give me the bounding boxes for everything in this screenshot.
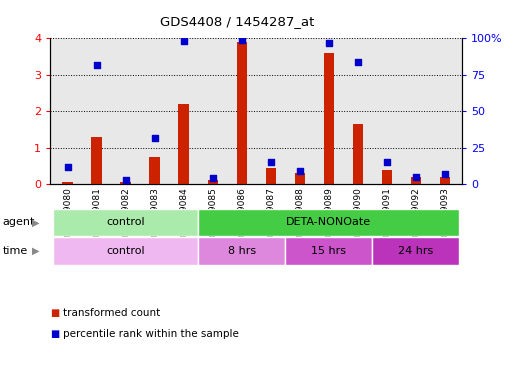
Point bbox=[440, 171, 449, 177]
Text: 8 hrs: 8 hrs bbox=[228, 246, 256, 256]
Bar bbox=[178, 104, 188, 184]
Bar bbox=[353, 124, 363, 184]
Point bbox=[353, 59, 362, 65]
Bar bbox=[91, 137, 102, 184]
Text: control: control bbox=[106, 246, 145, 256]
Point bbox=[411, 174, 420, 180]
Point bbox=[180, 38, 188, 45]
Point bbox=[324, 40, 333, 46]
Bar bbox=[372, 237, 459, 265]
Text: control: control bbox=[106, 217, 145, 227]
Text: 24 hrs: 24 hrs bbox=[398, 246, 433, 256]
Text: time: time bbox=[3, 246, 28, 256]
Bar bbox=[285, 237, 372, 265]
Text: agent: agent bbox=[3, 217, 35, 227]
Point bbox=[150, 134, 159, 141]
Text: ▶: ▶ bbox=[32, 246, 40, 256]
Bar bbox=[149, 157, 159, 184]
Bar bbox=[208, 180, 218, 184]
Point bbox=[382, 159, 391, 166]
Bar bbox=[53, 237, 198, 265]
Point bbox=[92, 61, 101, 68]
Point bbox=[238, 37, 246, 43]
Bar bbox=[237, 42, 247, 184]
Bar bbox=[382, 170, 392, 184]
Bar bbox=[120, 182, 130, 184]
Text: ▶: ▶ bbox=[32, 217, 40, 227]
Point bbox=[209, 175, 217, 182]
Text: 15 hrs: 15 hrs bbox=[311, 246, 346, 256]
Point bbox=[295, 168, 304, 174]
Bar bbox=[324, 53, 334, 184]
Bar bbox=[53, 209, 198, 236]
Text: ■: ■ bbox=[50, 329, 60, 339]
Point bbox=[121, 177, 130, 183]
Point bbox=[63, 164, 72, 170]
Bar bbox=[295, 174, 305, 184]
Bar bbox=[198, 209, 459, 236]
Bar bbox=[266, 168, 276, 184]
Text: transformed count: transformed count bbox=[63, 308, 161, 318]
Bar bbox=[439, 177, 450, 184]
Text: percentile rank within the sample: percentile rank within the sample bbox=[63, 329, 239, 339]
Point bbox=[266, 159, 275, 166]
Bar bbox=[411, 177, 421, 184]
Text: GDS4408 / 1454287_at: GDS4408 / 1454287_at bbox=[161, 15, 315, 28]
Text: DETA-NONOate: DETA-NONOate bbox=[286, 217, 371, 227]
Bar bbox=[62, 182, 73, 184]
Text: ■: ■ bbox=[50, 308, 60, 318]
Bar bbox=[198, 237, 285, 265]
